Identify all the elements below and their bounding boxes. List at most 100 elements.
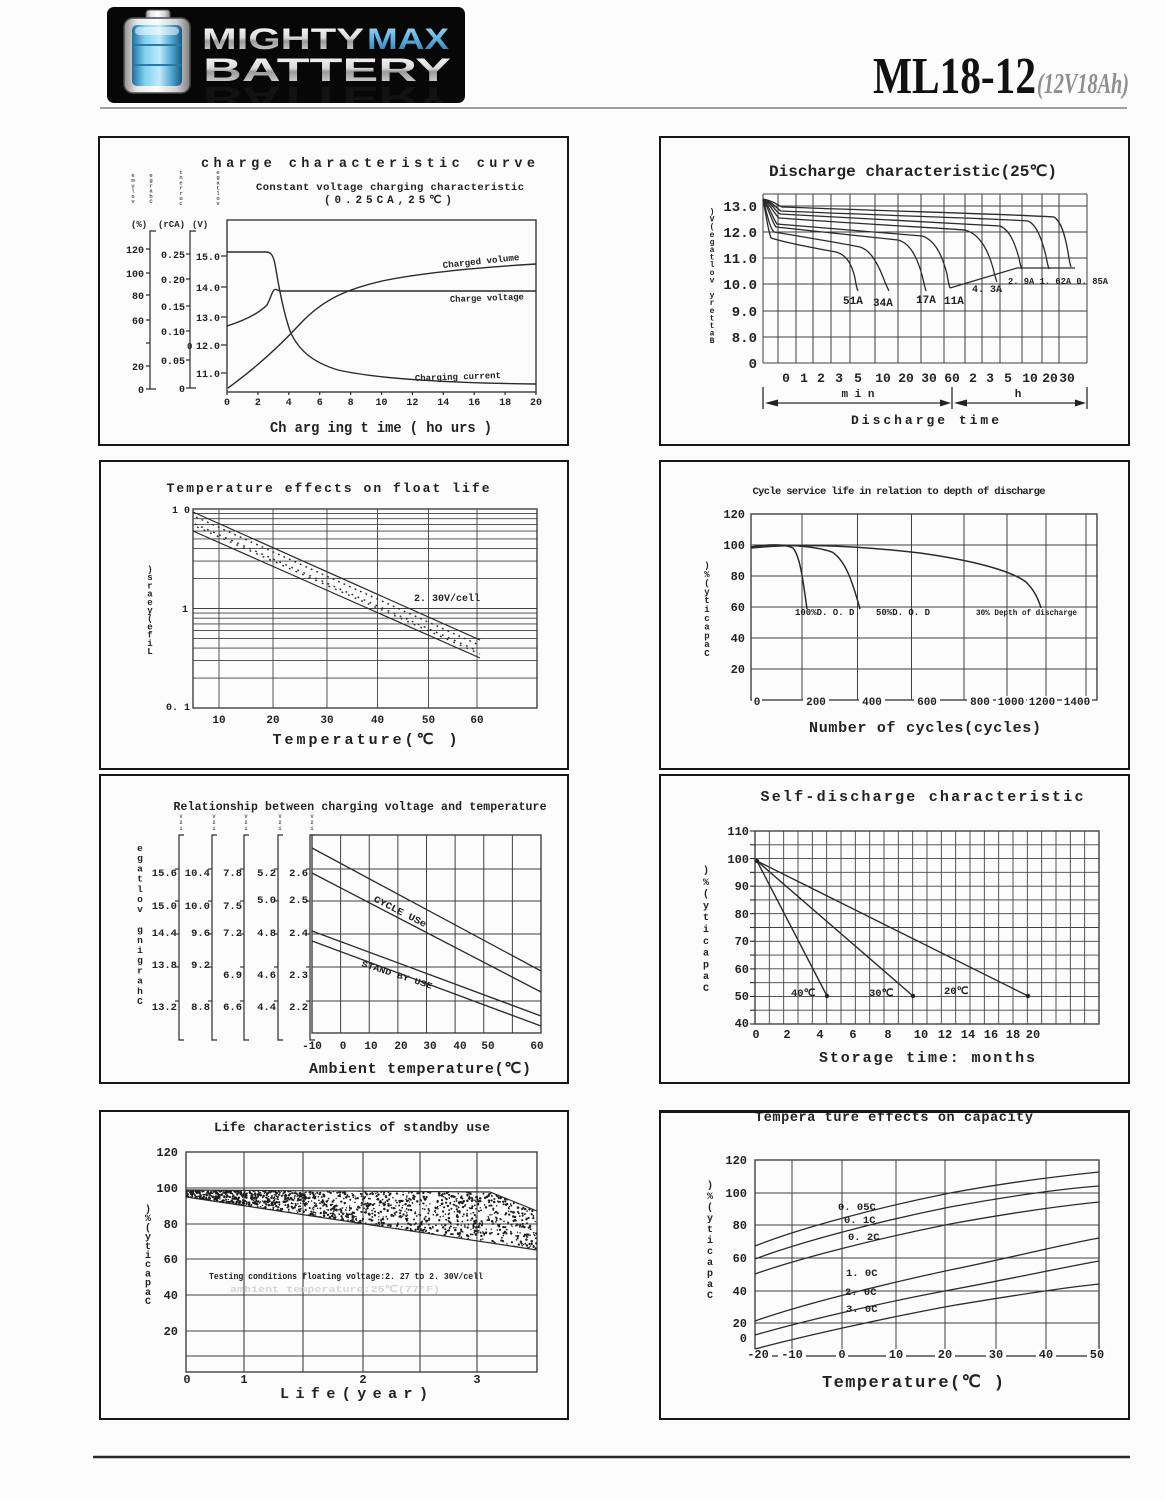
- svg-text:1200: 1200: [1029, 697, 1055, 709]
- svg-text:2: 2: [817, 371, 825, 386]
- svg-text:30: 30: [921, 371, 937, 386]
- svg-text:2.6: 2.6: [289, 868, 308, 880]
- svg-text:6: 6: [849, 1028, 856, 1042]
- svg-text:BATTERY: BATTERY: [203, 52, 451, 88]
- svg-text:Testing conditions floating vo: Testing conditions floating voltage:2. 2…: [209, 1271, 483, 1282]
- svg-text:0.05: 0.05: [161, 357, 185, 368]
- svg-text:2. 0C: 2. 0C: [845, 1287, 877, 1299]
- svg-text:50: 50: [422, 715, 435, 727]
- svg-text:120: 120: [156, 1146, 178, 1160]
- svg-text:30: 30: [320, 715, 333, 727]
- svg-text:40: 40: [735, 1017, 749, 1031]
- svg-text:34A: 34A: [873, 298, 893, 310]
- svg-text:m i n: m i n: [841, 389, 874, 401]
- svg-text:16: 16: [984, 1028, 998, 1042]
- svg-text:0. 1: 0. 1: [166, 703, 190, 714]
- svg-text:2: 2: [783, 1028, 790, 1042]
- svg-text:V21: V21: [278, 814, 281, 832]
- svg-text:13.0: 13.0: [196, 314, 220, 325]
- svg-text:10: 10: [889, 1348, 903, 1362]
- svg-text:20: 20: [1026, 1028, 1040, 1042]
- svg-text:10: 10: [875, 371, 891, 386]
- svg-text:Number of cycles(cycles): Number of cycles(cycles): [809, 720, 1041, 737]
- svg-text:7.5: 7.5: [223, 901, 242, 913]
- svg-text:10: 10: [212, 715, 225, 727]
- svg-text:Temperature(℃ ): Temperature(℃ ): [273, 732, 458, 749]
- svg-text:-10: -10: [781, 1348, 803, 1362]
- svg-text:80: 80: [733, 1219, 747, 1233]
- svg-text:60: 60: [944, 371, 960, 386]
- svg-text:110: 110: [727, 825, 749, 839]
- svg-text:0: 0: [754, 697, 761, 709]
- svg-text:0.10: 0.10: [161, 328, 185, 339]
- svg-text:11.0: 11.0: [723, 252, 757, 268]
- svg-text:80: 80: [735, 908, 749, 922]
- svg-text:( 0 . 2 5 C A , 2 5 ℃ ): ( 0 . 2 5 C A , 2 5 ℃ ): [324, 194, 452, 207]
- svg-text:1: 1: [182, 605, 188, 616]
- svg-text:800: 800: [970, 697, 990, 709]
- svg-text:Life characteristics of standb: Life characteristics of standby use: [214, 1120, 490, 1135]
- svg-text:(rCA): (rCA): [158, 220, 185, 230]
- svg-text:2.3: 2.3: [289, 970, 308, 982]
- svg-text:30℃: 30℃: [869, 987, 894, 1000]
- svg-text:Constant voltage charging char: Constant voltage charging characteristic: [256, 182, 524, 194]
- svg-text:3: 3: [986, 371, 994, 386]
- svg-text:80: 80: [164, 1218, 178, 1232]
- svg-text:30% Depth of discharge: 30% Depth of discharge: [976, 609, 1077, 618]
- svg-text:50: 50: [1090, 1348, 1104, 1362]
- svg-text:0: 0: [183, 1373, 190, 1387]
- svg-text:60: 60: [132, 317, 144, 328]
- svg-text:2.4: 2.4: [289, 928, 308, 940]
- svg-text:4.8: 4.8: [257, 928, 276, 940]
- svg-text:0: 0: [749, 357, 757, 373]
- svg-text:2.5: 2.5: [289, 895, 308, 907]
- svg-text:100: 100: [727, 853, 749, 867]
- svg-text:Charging current: Charging current: [415, 371, 501, 384]
- svg-text:(%): (%): [131, 220, 147, 230]
- svg-text:Discharge characteristic(25℃): Discharge characteristic(25℃): [769, 163, 1057, 181]
- svg-text:120: 120: [126, 246, 144, 257]
- svg-text:14: 14: [961, 1028, 975, 1042]
- svg-text:1 0: 1 0: [172, 506, 190, 517]
- svg-text:7.2: 7.2: [223, 928, 242, 940]
- svg-text:9.0: 9.0: [732, 305, 757, 321]
- svg-text:30: 30: [1059, 371, 1075, 386]
- svg-text:1000: 1000: [998, 697, 1024, 709]
- svg-text:2: 2: [255, 398, 261, 409]
- svg-text:40: 40: [164, 1289, 178, 1303]
- svg-text:100: 100: [156, 1182, 178, 1196]
- svg-text:12.0: 12.0: [196, 342, 220, 353]
- svg-text:13.8: 13.8: [152, 960, 177, 972]
- svg-text:Cycle service life in relation: Cycle service life in relation to depth …: [753, 486, 1046, 498]
- svg-text:15.0: 15.0: [196, 253, 220, 264]
- svg-text:0: 0: [224, 398, 230, 409]
- svg-text:BATTERY: BATTERY: [203, 80, 451, 116]
- svg-text:0: 0: [340, 1041, 347, 1053]
- svg-text:60: 60: [735, 963, 749, 977]
- svg-text:MIGHTY: MIGHTY: [202, 23, 364, 56]
- svg-text:5.2: 5.2: [257, 868, 276, 880]
- svg-text:0: 0: [838, 1348, 845, 1362]
- svg-text:50: 50: [735, 990, 749, 1004]
- svg-text:40: 40: [733, 1285, 747, 1299]
- svg-text:15.0: 15.0: [152, 901, 177, 913]
- svg-text:60: 60: [731, 601, 745, 615]
- svg-text:Tempera ture effects on capaci: Tempera ture effects on capacity: [755, 1111, 1033, 1126]
- svg-text:30: 30: [989, 1348, 1003, 1362]
- svg-text:40: 40: [453, 1041, 466, 1053]
- svg-text:6.9: 6.9: [223, 970, 242, 982]
- svg-text:6.6: 6.6: [223, 1002, 242, 1014]
- svg-text:100%D. O. D: 100%D. O. D: [795, 608, 855, 618]
- svg-text:Temperature effects on float l: Temperature effects on float life: [167, 481, 490, 496]
- svg-text:20: 20: [394, 1041, 407, 1053]
- svg-text:3: 3: [473, 1373, 480, 1387]
- svg-text:4. 3A: 4. 3A: [972, 285, 1002, 296]
- svg-text:20: 20: [164, 1325, 178, 1339]
- svg-text:8.0: 8.0: [732, 331, 757, 347]
- svg-text:8: 8: [348, 398, 354, 409]
- svg-text:2. 30V/cell: 2. 30V/cell: [414, 593, 480, 605]
